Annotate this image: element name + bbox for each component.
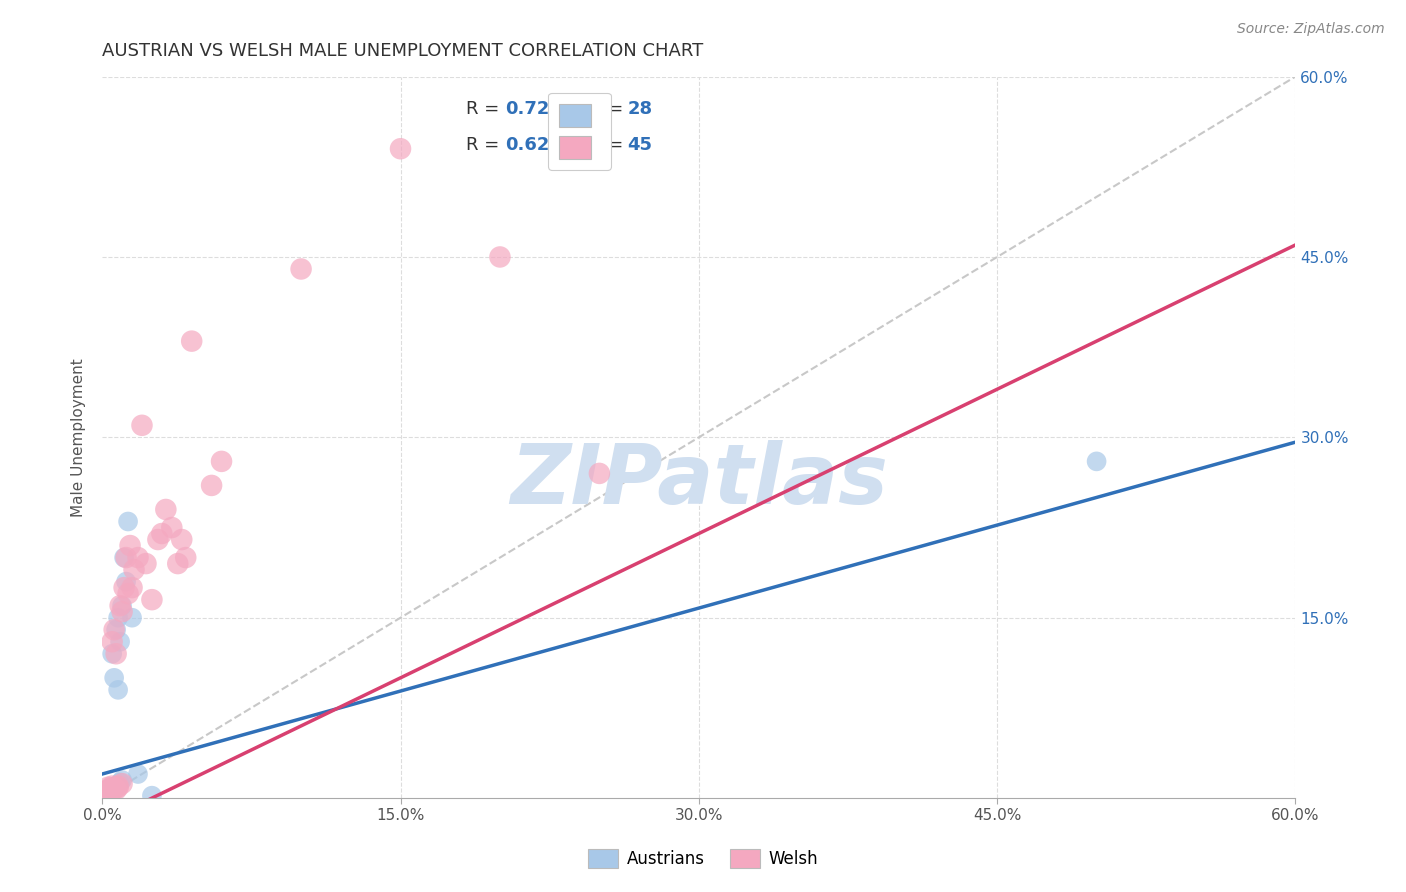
Point (111, 605, 134, 619)
Point (103, 623, 125, 637)
Point (1085, 454, 1108, 468)
Point (96, 786, 118, 800)
Point (93, 788, 115, 802)
Point (127, 767, 149, 781)
Point (588, 467, 610, 481)
Point (107, 610, 129, 624)
Point (103, 671, 125, 685)
Point (141, 592, 163, 607)
Legend: , : , (548, 93, 612, 170)
Point (166, 557, 188, 571)
Point (389, 142, 412, 156)
Point (112, 581, 135, 595)
Text: Source: ZipAtlas.com: Source: ZipAtlas.com (1237, 22, 1385, 37)
Point (103, 781, 125, 796)
Point (101, 784, 124, 798)
Point (146, 533, 169, 547)
Point (160, 520, 183, 534)
Point (98, 781, 121, 796)
Point (122, 563, 145, 577)
Point (121, 581, 143, 595)
Point (101, 634, 124, 648)
Point (200, 478, 222, 492)
Point (135, 557, 157, 571)
Text: 28: 28 (627, 100, 652, 118)
Point (96, 784, 118, 798)
Point (97, 786, 120, 800)
Text: N =: N = (589, 136, 628, 154)
Point (105, 779, 128, 793)
Text: 0.622: 0.622 (506, 136, 562, 154)
Text: 45: 45 (627, 136, 652, 154)
Point (111, 599, 134, 613)
Point (96, 785, 118, 799)
Point (115, 550, 138, 565)
Point (489, 250, 512, 264)
Point (112, 550, 135, 565)
Point (107, 682, 129, 697)
Text: R =: R = (467, 100, 505, 118)
Point (105, 647, 128, 661)
Text: N =: N = (589, 100, 628, 118)
Point (111, 777, 134, 791)
Point (93, 785, 115, 799)
Point (108, 634, 131, 648)
Text: 0.728: 0.728 (506, 100, 562, 118)
Point (93, 788, 115, 802)
Point (101, 785, 124, 799)
Text: AUSTRIAN VS WELSH MALE UNEMPLOYMENT CORRELATION CHART: AUSTRIAN VS WELSH MALE UNEMPLOYMENT CORR… (103, 42, 703, 60)
Point (98, 784, 121, 798)
Point (150, 526, 173, 541)
Point (211, 454, 233, 468)
Point (97, 784, 120, 798)
Point (98, 785, 121, 799)
Point (121, 610, 143, 624)
Point (107, 779, 129, 793)
Point (97, 782, 120, 797)
Point (101, 647, 124, 661)
Point (107, 780, 129, 795)
Point (117, 515, 139, 529)
Point (103, 781, 125, 796)
Point (98, 781, 121, 796)
Point (108, 599, 131, 613)
Point (105, 782, 128, 797)
Legend: Austrians, Welsh: Austrians, Welsh (582, 842, 824, 875)
Point (97, 780, 120, 795)
Point (180, 334, 202, 348)
Point (117, 587, 139, 601)
Point (96, 786, 118, 800)
Point (97, 782, 120, 797)
Point (118, 539, 141, 553)
Point (170, 533, 193, 547)
Point (101, 780, 124, 795)
Point (111, 772, 134, 787)
Text: ZIPatlas: ZIPatlas (510, 440, 887, 521)
Point (127, 550, 149, 565)
Point (131, 418, 153, 433)
Point (155, 502, 177, 516)
Point (105, 623, 128, 637)
Point (174, 550, 197, 565)
Point (108, 775, 131, 789)
Point (97, 786, 120, 800)
Point (290, 262, 312, 277)
Text: R =: R = (467, 136, 505, 154)
Y-axis label: Male Unemployment: Male Unemployment (72, 358, 86, 516)
Point (115, 574, 138, 589)
Point (141, 789, 163, 803)
Point (101, 779, 124, 793)
